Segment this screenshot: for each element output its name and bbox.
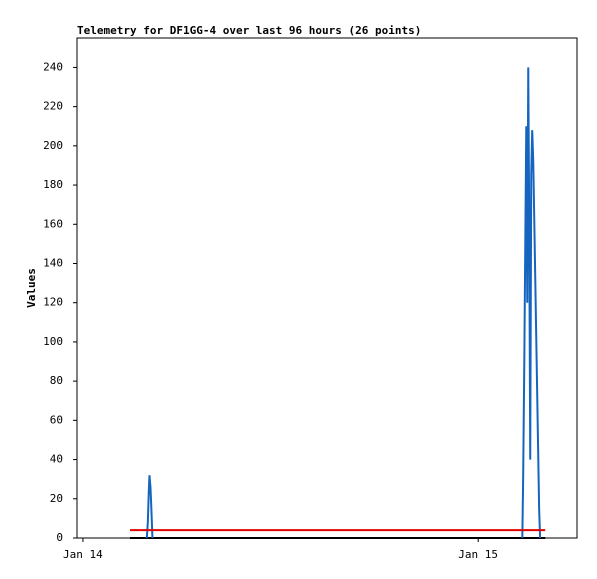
x-tick-label: Jan 14	[63, 548, 103, 561]
y-tick-label: 40	[50, 453, 63, 466]
y-tick-label: 60	[50, 413, 63, 426]
y-tick-label: 0	[56, 531, 63, 544]
y-tick-label: 120	[43, 296, 63, 309]
y-tick-label: 80	[50, 374, 63, 387]
y-tick-label: 220	[43, 100, 63, 113]
y-tick-label: 200	[43, 139, 63, 152]
y-tick-label: 240	[43, 60, 63, 73]
chart-title: Telemetry for DF1GG-4 over last 96 hours…	[77, 24, 421, 37]
y-tick-label: 140	[43, 256, 63, 269]
x-tick-label: Jan 15	[458, 548, 498, 561]
plot-frame	[76, 37, 578, 539]
y-tick-label: 180	[43, 178, 63, 191]
series-line	[145, 67, 542, 539]
y-axis-label: Values	[25, 268, 38, 308]
y-tick-label: 100	[43, 335, 63, 348]
y-tick-label: 20	[50, 492, 63, 505]
y-tick-label: 160	[43, 217, 63, 230]
